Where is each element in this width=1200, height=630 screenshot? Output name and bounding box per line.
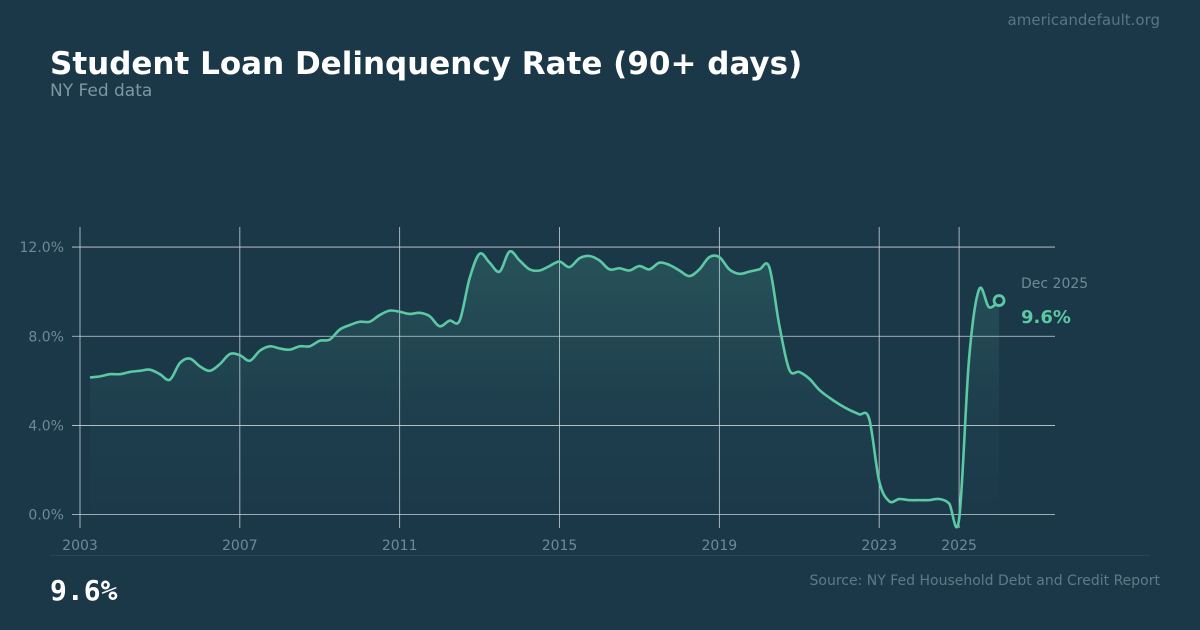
chart-subtitle: NY Fed data — [50, 81, 153, 101]
y-tick-label: 0.0% — [28, 508, 64, 524]
current-rate-value: 9.6% — [50, 574, 118, 607]
site-watermark: americandefault.org — [1007, 11, 1160, 29]
x-tick-label: 2003 — [62, 538, 98, 554]
source-note: Source: NY Fed Household Debt and Credit… — [809, 573, 1160, 589]
axis-ticks: 2003 2007 2011 2015 2019 2023 2025 0.0% 4.0% 8.0%… — [20, 240, 977, 554]
annotation-value: 9.6% — [1021, 307, 1071, 328]
x-tick-label: 2019 — [702, 538, 738, 554]
area-fill — [89, 251, 1000, 528]
y-tick-label: 12.0% — [20, 240, 64, 256]
x-tick-label: 2011 — [382, 538, 418, 554]
last-point-marker[interactable] — [992, 294, 1006, 307]
y-tick-label: 4.0% — [28, 418, 64, 434]
footer-divider — [50, 555, 1150, 556]
series-line — [89, 249, 1000, 529]
annotation-date: Dec 2025 — [1021, 276, 1088, 292]
x-tick-label: 2025 — [941, 538, 977, 554]
x-tick-label: 2015 — [542, 538, 578, 554]
chart-title: Student Loan Delinquency Rate (90+ days) — [50, 46, 803, 82]
y-tick-label: 8.0% — [28, 329, 64, 345]
x-tick-label: 2007 — [222, 538, 258, 554]
x-tick-label: 2023 — [861, 538, 897, 554]
